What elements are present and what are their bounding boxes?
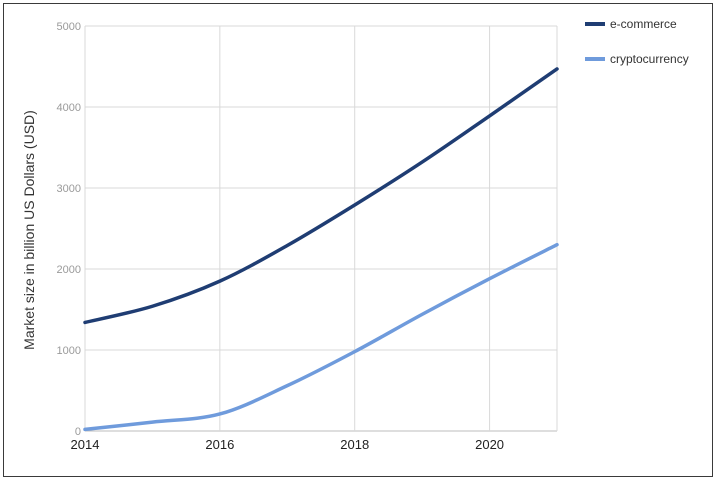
series-line-e-commerce — [83, 67, 559, 325]
y-tick-label: 0 — [75, 426, 81, 438]
grid-lines — [84, 25, 558, 432]
y-axis-label: Market size in billion US Dollars (USD) — [21, 110, 37, 350]
legend: e-commerce cryptocurrency — [585, 17, 689, 66]
x-tick-label: 2020 — [475, 437, 504, 452]
x-tick-label: 2016 — [205, 437, 234, 452]
x-tick-label: 2018 — [340, 437, 369, 452]
legend-label: e-commerce — [610, 17, 677, 31]
x-axis-ticks: 2014 2016 2018 2020 — [71, 437, 504, 452]
y-tick-label: 2000 — [57, 264, 81, 276]
y-tick-label: 4000 — [57, 102, 81, 114]
y-tick-label: 3000 — [57, 183, 81, 195]
x-tick-label: 2014 — [71, 437, 100, 452]
y-axis-ticks: 0 1000 2000 3000 4000 5000 — [57, 21, 81, 438]
y-tick-label: 5000 — [57, 21, 81, 33]
chart-frame — [3, 3, 713, 477]
series-lines — [83, 67, 559, 432]
y-tick-label: 1000 — [57, 345, 81, 357]
legend-label: cryptocurrency — [610, 52, 689, 66]
series-line-cryptocurrency — [83, 242, 559, 432]
